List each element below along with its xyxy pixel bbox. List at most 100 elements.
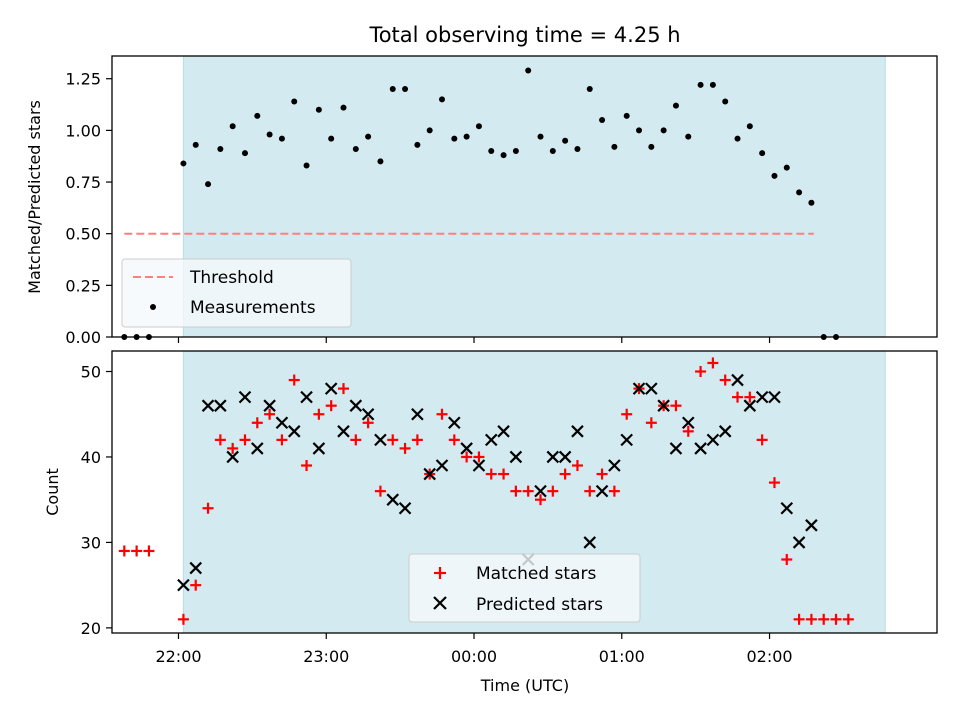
measurement-point — [205, 181, 212, 188]
measurement-point — [500, 152, 507, 159]
predicted-star-point — [300, 390, 313, 404]
measurement-point — [180, 160, 187, 167]
matched-star-point — [559, 468, 571, 480]
measurement-point — [426, 127, 433, 134]
predicted-star-point — [263, 399, 276, 412]
predicted-star-point — [669, 442, 683, 455]
measurement-point — [402, 86, 409, 93]
measurement-point — [623, 112, 630, 119]
predicted-star-point — [657, 399, 670, 412]
predicted-star-point — [509, 450, 523, 464]
x-tick-label: 00:00 — [451, 647, 497, 666]
predicted-star-point — [448, 416, 461, 430]
predicted-star-point — [558, 450, 572, 464]
matched-star-point — [143, 545, 155, 557]
measurement-point — [660, 127, 667, 134]
predicted-star-point — [620, 433, 633, 447]
matched-star-point — [461, 451, 473, 463]
chart-title: Total observing time = 4.25 h — [368, 23, 680, 47]
matched-star-point — [621, 408, 633, 420]
matched-star-point — [805, 613, 817, 625]
matched-star-point — [399, 442, 411, 454]
matched-star-point — [276, 434, 288, 446]
predicted-star-point — [349, 399, 363, 412]
measurement-point — [217, 145, 224, 152]
x-tick-label: 01:00 — [599, 647, 645, 666]
measurement-point — [340, 104, 347, 111]
matched-star-point — [756, 434, 768, 446]
matched-star-point — [670, 400, 682, 412]
count-panel-frame — [111, 350, 938, 634]
measurement-point — [488, 148, 495, 155]
predicted-star-point — [571, 425, 584, 438]
predicted-star-point — [497, 425, 510, 438]
predicted-star-point — [805, 519, 818, 532]
threshold-legend-label: Threshold — [189, 268, 274, 288]
measurement-point — [241, 150, 248, 157]
predicted-star-point — [694, 442, 707, 455]
matched-star-point — [818, 613, 830, 625]
predicted-star-point — [435, 459, 449, 472]
measurement-point — [328, 135, 335, 142]
count-y-tick-label: 50 — [81, 363, 101, 382]
matched-star-point — [793, 613, 805, 625]
matched-star-point — [288, 374, 300, 386]
matched-star-point — [131, 545, 143, 557]
matched-star-point — [510, 485, 522, 497]
measurements-legend-label: Measurements — [190, 298, 316, 318]
measurement-point — [537, 133, 544, 140]
measurement-point — [377, 158, 384, 165]
predicted-star-point — [484, 433, 498, 447]
measurement-point — [586, 86, 593, 93]
predicted-star-point — [731, 373, 744, 387]
matched-star-point — [768, 477, 780, 489]
predicted-star-point — [718, 425, 732, 438]
ratio-y-axis-label: Matched/Predicted stars — [25, 100, 44, 294]
measurement-point — [574, 145, 581, 152]
predicted-star-point — [324, 382, 338, 395]
ratio-panel: 0.00 0.25 0.50 0.75 1.00 1.25 Total observing… — [25, 23, 938, 347]
measurement-point — [463, 133, 470, 140]
measurement-point — [549, 148, 556, 155]
measurement-point — [611, 143, 618, 150]
predicted-star-point — [238, 390, 252, 404]
measurement-point — [746, 123, 753, 130]
measurement-point — [672, 102, 679, 109]
predicted-star-point — [460, 442, 473, 455]
predicted-legend-label: Predicted stars — [476, 595, 603, 615]
measurement-point — [315, 106, 322, 113]
matched-star-point — [781, 554, 793, 566]
matched-star-point — [547, 485, 559, 497]
count-legend-box — [408, 553, 641, 623]
matched-star-point — [118, 545, 130, 557]
measurement-point — [475, 123, 482, 130]
x-axis-label: Time (UTC) — [480, 676, 569, 695]
measurement-point — [192, 141, 199, 148]
matched-legend-label: Matched stars — [476, 564, 596, 584]
predicted-star-point — [287, 425, 301, 438]
measurement-point — [709, 81, 716, 88]
matched-star-point — [436, 408, 448, 420]
measurement-point — [291, 98, 298, 105]
predicted-star-point — [792, 536, 806, 549]
predicted-star-point — [423, 467, 436, 481]
predicted-star-point — [472, 459, 486, 472]
ratio-y-tick-label: 0.75 — [65, 173, 101, 192]
predicted-star-point — [743, 399, 757, 412]
matched-star-point — [535, 494, 547, 506]
predicted-star-point — [214, 399, 227, 412]
matched-star-point — [301, 460, 313, 472]
measurement-point — [697, 81, 704, 88]
predicted-star-point — [632, 382, 646, 395]
predicted-star-point — [251, 442, 264, 455]
predicted-star-point — [780, 501, 794, 515]
matched-star-point — [251, 417, 263, 429]
measurement-point — [648, 143, 655, 150]
matched-star-point — [448, 434, 460, 446]
predicted-star-point — [398, 501, 412, 515]
predicted-star-point — [386, 493, 400, 506]
count-y-tick-label: 30 — [81, 533, 101, 552]
matched-star-point — [190, 579, 202, 591]
matched-star-point — [682, 425, 694, 437]
count-legend: Matched stars Predicted stars — [408, 553, 641, 623]
